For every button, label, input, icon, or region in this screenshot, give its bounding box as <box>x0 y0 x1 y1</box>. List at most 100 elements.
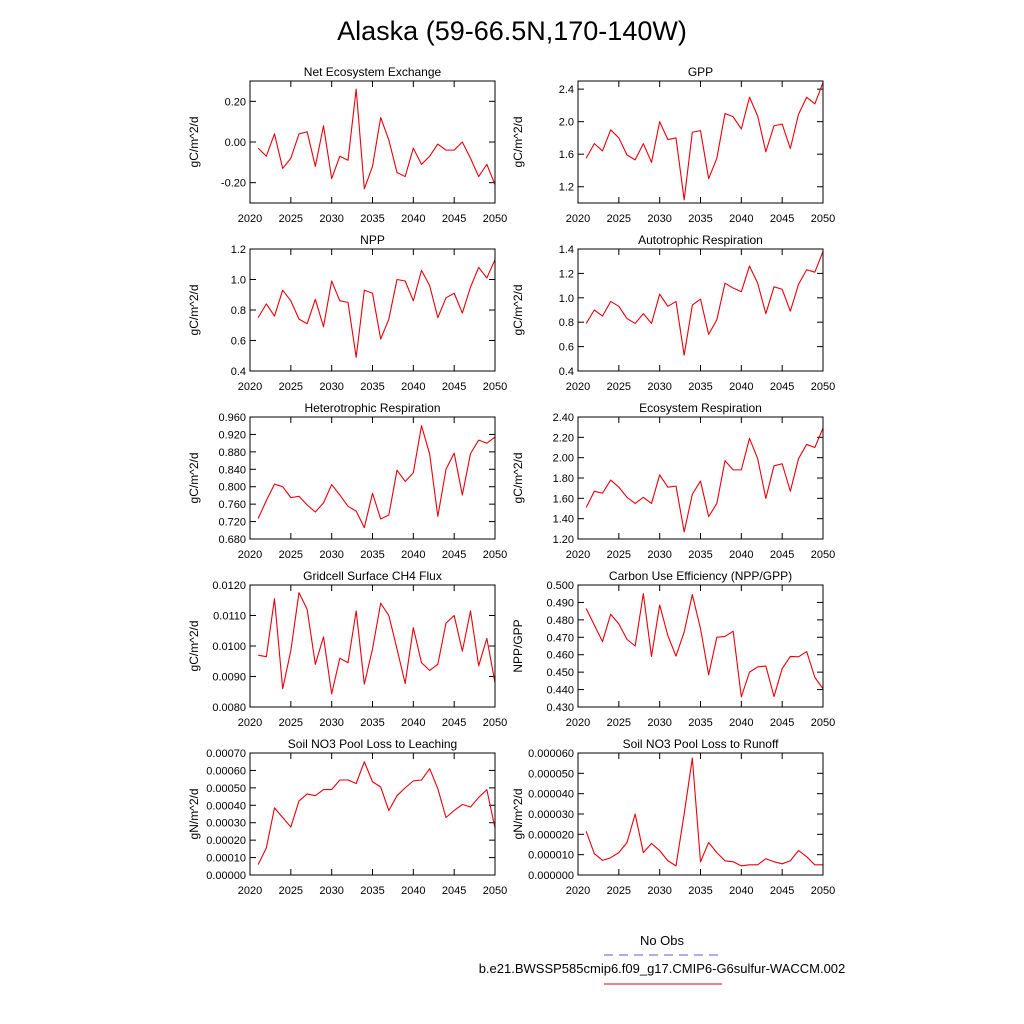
x-tick-label: 2020 <box>238 717 262 729</box>
y-tick-label: 0.960 <box>218 412 246 424</box>
x-tick-label: 2025 <box>607 381 631 393</box>
y-tick-label: 0.450 <box>546 667 574 679</box>
x-tick-label: 2030 <box>647 885 671 897</box>
panel-1: Net Ecosystem Exchange gC/m^2/d -0.20 0.00 0… <box>187 65 507 225</box>
x-tick-label: 2020 <box>566 549 590 561</box>
y-axis-label: gC/m^2/d <box>187 453 201 504</box>
y-tick-label: 0.00020 <box>206 835 246 847</box>
y-tick-label: 0.000000 <box>528 870 574 882</box>
y-tick-label: 0.00060 <box>206 765 246 777</box>
y-tick-label: 1.4 <box>559 244 574 256</box>
y-tick-label: 0.430 <box>546 702 574 714</box>
series-line <box>257 425 496 529</box>
x-tick-label: 2025 <box>279 213 303 225</box>
x-tick-label: 2025 <box>279 717 303 729</box>
x-tick-label: 2035 <box>360 381 384 393</box>
x-tick-label: 2045 <box>442 549 466 561</box>
y-tick-label: 0.4 <box>559 366 574 378</box>
y-tick-label: 0.00050 <box>206 783 246 795</box>
x-tick-label: 2035 <box>688 885 712 897</box>
x-tick-label: 2040 <box>401 213 425 225</box>
y-tick-label: 2.0 <box>559 117 574 129</box>
x-tick-label: 2035 <box>360 213 384 225</box>
x-tick-label: 2040 <box>729 717 753 729</box>
x-tick-label: 2050 <box>811 381 835 393</box>
plot-frame <box>577 416 824 540</box>
y-tick-label: 0.000010 <box>528 850 574 862</box>
y-tick-label: 0.000020 <box>528 829 574 841</box>
y-tick-label: 0.00040 <box>206 800 246 812</box>
x-tick-label: 2025 <box>607 213 631 225</box>
y-axis-label: NPP/GPP <box>511 619 525 672</box>
plot-frame <box>249 80 496 204</box>
panel-5: Heterotrophic Respiration gC/m^2/d 0.680 0.… <box>187 401 507 561</box>
x-tick-label: 2030 <box>647 717 671 729</box>
x-tick-label: 2030 <box>319 885 343 897</box>
panel-2: GPP gC/m^2/d 1.2 1.6 2.0 2.4 2020 2025 2030 2035 2… <box>511 65 835 225</box>
y-tick-label: 0.500 <box>546 580 574 592</box>
x-tick-label: 2030 <box>647 213 671 225</box>
panel-title: NPP <box>360 233 385 247</box>
panel-title: Autotrophic Respiration <box>638 233 763 247</box>
y-tick-label: 1.0 <box>231 275 246 287</box>
legend: No Obs b.e21.BWSSP585cmip6.f09_g17.CMIP6… <box>479 933 846 985</box>
x-tick-label: 2050 <box>811 549 835 561</box>
x-tick-label: 2045 <box>442 381 466 393</box>
x-tick-label: 2040 <box>401 885 425 897</box>
y-tick-label: 0.0120 <box>212 580 246 592</box>
x-tick-label: 2050 <box>483 213 507 225</box>
x-tick-label: 2020 <box>238 549 262 561</box>
x-tick-label: 2035 <box>688 381 712 393</box>
y-tick-label: 0.440 <box>546 685 574 697</box>
y-tick-label: 0.0110 <box>213 611 246 623</box>
y-tick-label: 0.8 <box>231 305 246 317</box>
panel-9: Soil NO3 Pool Loss to Leaching gN/m^2/d 0.… <box>187 737 507 897</box>
series-line <box>585 427 824 533</box>
y-tick-label: 0.6 <box>559 342 574 354</box>
y-tick-label: 0.000050 <box>528 768 574 780</box>
y-tick-label: 1.6 <box>559 149 574 161</box>
y-tick-label: 0.760 <box>218 499 246 511</box>
y-tick-label: 0.00070 <box>206 748 246 760</box>
x-tick-label: 2030 <box>647 549 671 561</box>
x-tick-label: 2050 <box>811 885 835 897</box>
y-tick-label: 0.0090 <box>212 672 246 684</box>
y-axis-label: gN/m^2/d <box>187 789 201 840</box>
panel-title: Soil NO3 Pool Loss to Leaching <box>288 737 457 751</box>
x-tick-label: 2050 <box>811 213 835 225</box>
x-tick-label: 2035 <box>360 717 384 729</box>
x-tick-label: 2045 <box>442 717 466 729</box>
y-axis-label: gC/m^2/d <box>187 117 201 168</box>
series-line <box>585 757 823 867</box>
panel-title: Net Ecosystem Exchange <box>304 65 442 79</box>
x-tick-label: 2030 <box>319 213 343 225</box>
x-tick-label: 2040 <box>401 717 425 729</box>
y-tick-label: 0.880 <box>218 447 246 459</box>
x-tick-label: 2040 <box>729 213 753 225</box>
y-tick-label: 0.20 <box>225 96 246 108</box>
x-tick-label: 2030 <box>319 549 343 561</box>
series-line <box>585 593 824 698</box>
y-tick-label: 0.0080 <box>212 702 246 714</box>
x-tick-label: 2020 <box>566 381 590 393</box>
y-tick-label: 1.2 <box>559 182 574 194</box>
plot-frame <box>249 416 496 540</box>
y-tick-label: 0.480 <box>546 615 574 627</box>
panel-3: NPP gC/m^2/d 0.4 0.6 0.8 1.0 1.2 2020 2025 2030 20… <box>187 233 507 393</box>
x-tick-label: 2040 <box>729 885 753 897</box>
panel-7: Gridcell Surface CH4 Flux gC/m^2/d 0.0080 0… <box>187 569 507 729</box>
y-tick-label: 0.00010 <box>206 853 246 865</box>
panel-4: Autotrophic Respiration gC/m^2/d 0.4 0.6 0.8… <box>511 233 835 393</box>
y-tick-label: 1.60 <box>553 493 574 505</box>
x-tick-label: 2025 <box>607 549 631 561</box>
series-line <box>258 592 496 695</box>
series-line <box>257 761 496 865</box>
panel-title: Ecosystem Respiration <box>639 401 762 415</box>
plot-frame <box>577 248 824 372</box>
plot-frame <box>249 584 496 708</box>
x-tick-label: 2025 <box>279 885 303 897</box>
legend-model-label: b.e21.BWSSP585cmip6.f09_g17.CMIP6-G6sulf… <box>479 961 846 976</box>
panel-title: Carbon Use Efficiency (NPP/GPP) <box>609 569 792 583</box>
x-tick-label: 2045 <box>442 213 466 225</box>
